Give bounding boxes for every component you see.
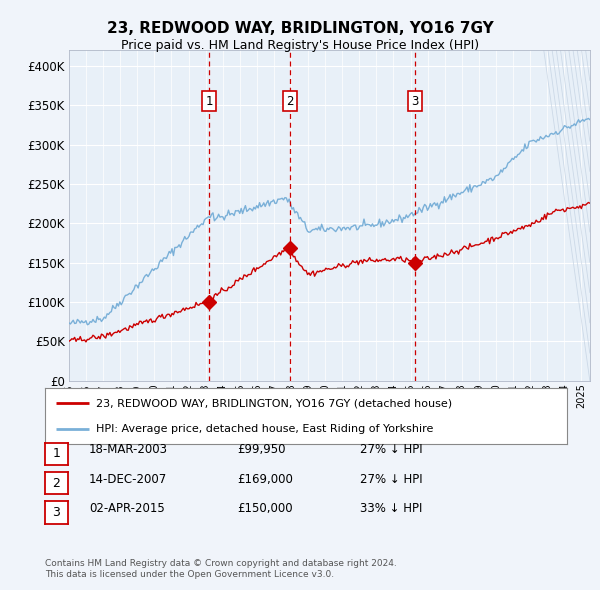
Text: £150,000: £150,000 — [237, 502, 293, 515]
Text: 23, REDWOOD WAY, BRIDLINGTON, YO16 7GY (detached house): 23, REDWOOD WAY, BRIDLINGTON, YO16 7GY (… — [96, 398, 452, 408]
Text: 1: 1 — [52, 447, 61, 460]
Text: 18-MAR-2003: 18-MAR-2003 — [89, 443, 168, 456]
Text: 3: 3 — [52, 506, 61, 519]
Text: 27% ↓ HPI: 27% ↓ HPI — [360, 473, 422, 486]
Text: 33% ↓ HPI: 33% ↓ HPI — [360, 502, 422, 515]
Text: This data is licensed under the Open Government Licence v3.0.: This data is licensed under the Open Gov… — [45, 570, 334, 579]
Text: 1: 1 — [205, 95, 213, 108]
Text: £169,000: £169,000 — [237, 473, 293, 486]
Text: £99,950: £99,950 — [237, 443, 286, 456]
Text: 14-DEC-2007: 14-DEC-2007 — [89, 473, 167, 486]
Text: 3: 3 — [411, 95, 418, 108]
Text: 27% ↓ HPI: 27% ↓ HPI — [360, 443, 422, 456]
Text: 2: 2 — [287, 95, 294, 108]
Text: HPI: Average price, detached house, East Riding of Yorkshire: HPI: Average price, detached house, East… — [96, 424, 434, 434]
Text: 02-APR-2015: 02-APR-2015 — [89, 502, 164, 515]
Text: Contains HM Land Registry data © Crown copyright and database right 2024.: Contains HM Land Registry data © Crown c… — [45, 559, 397, 568]
Text: Price paid vs. HM Land Registry's House Price Index (HPI): Price paid vs. HM Land Registry's House … — [121, 39, 479, 52]
Text: 2: 2 — [52, 477, 61, 490]
Text: 23, REDWOOD WAY, BRIDLINGTON, YO16 7GY: 23, REDWOOD WAY, BRIDLINGTON, YO16 7GY — [107, 21, 493, 35]
